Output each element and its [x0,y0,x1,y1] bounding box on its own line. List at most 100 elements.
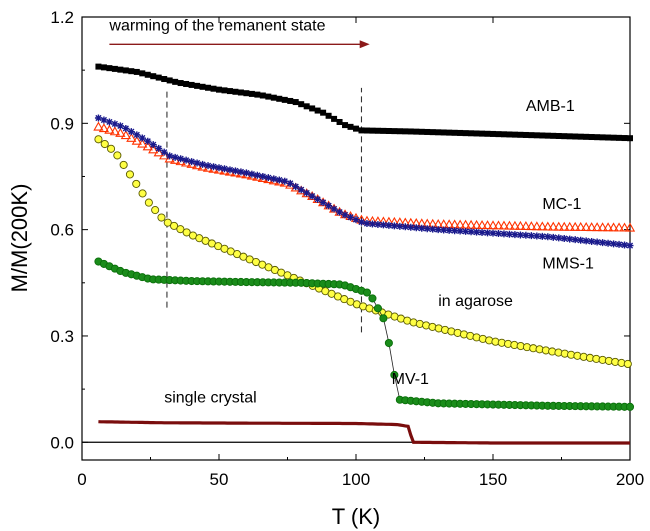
series-single-crystal [98,420,630,445]
data-point [122,124,130,132]
data-point [237,168,245,176]
data-point [473,228,481,236]
data-point [298,101,305,108]
series-label: MV-1 [392,371,429,388]
data-point [610,240,618,248]
data-point [336,208,344,216]
data-point [544,233,552,241]
data-point [511,131,518,138]
data-point [231,167,239,175]
data-point [254,91,261,98]
data-point [457,129,464,136]
series-label: single crystal [164,390,256,407]
data-point [120,130,131,140]
data-point [385,127,392,134]
data-point [292,99,299,106]
data-point [314,107,321,114]
data-point [385,221,393,229]
data-point [127,128,135,136]
data-point [380,127,387,134]
data-point [100,64,107,71]
data-point [495,131,502,138]
axis-ticks: 0 50 100 150 200 0.0 0.3 0.6 0.9 1.2 [50,8,644,489]
data-point [276,95,283,102]
data-point [368,294,377,303]
series-mms-1 [94,114,634,250]
data-point [396,128,403,135]
data-point [122,67,129,74]
annotation-arrow-head [359,40,370,49]
series-label: AMB-1 [526,98,575,115]
data-point [500,230,508,238]
data-point [115,127,126,137]
data-point [205,84,212,91]
data-point [331,115,338,122]
data-point [623,359,632,369]
y-tick-label: 0.3 [50,327,74,346]
data-point [161,76,168,83]
data-point [210,163,218,171]
data-point [265,93,272,100]
data-point [150,73,157,80]
data-point [564,221,575,231]
data-point [571,236,579,244]
data-point [336,118,343,125]
data-point [142,141,153,151]
data-point [498,220,510,230]
data-point [111,120,119,128]
data-point [522,131,529,138]
data-point [588,237,596,245]
data-point [290,182,301,192]
data-point [353,125,359,132]
data-point [188,81,195,88]
data-point [531,221,542,231]
data-point [533,232,541,240]
data-point [560,235,568,242]
x-axis-title: T (K) [332,504,380,529]
data-point [407,128,414,135]
data-point [347,213,355,221]
data-point [330,205,338,213]
data-point [220,165,228,173]
data-point [482,220,493,230]
data-point [106,65,113,72]
data-point [363,127,370,134]
data-point [100,116,108,124]
data-point [341,211,349,219]
data-point [440,129,447,136]
data-point [149,141,157,149]
data-point [373,304,382,313]
data-point [413,128,420,135]
data-point [509,220,521,230]
data-point [581,221,592,232]
data-point [314,195,322,203]
data-point [357,218,365,226]
data-point [188,158,196,166]
series-line [98,420,630,445]
data-point [264,174,272,182]
data-point [440,226,448,234]
data-point [555,132,562,139]
data-point [599,134,606,141]
data-point [253,171,261,179]
data-point [221,87,228,94]
data-point [484,229,492,237]
data-point [232,88,239,95]
data-point [591,222,603,232]
data-point [281,96,288,103]
data-point [597,222,608,232]
data-point [412,224,420,232]
data-point [144,137,152,145]
annotation-text: warming of the remanent state [108,17,325,34]
data-point [199,160,207,168]
data-point [548,221,559,231]
data-point [586,222,597,232]
data-point [119,160,128,169]
data-point [105,118,113,126]
data-point [594,134,601,141]
data-point [602,222,614,232]
data-point [533,132,540,139]
data-point [379,314,388,323]
data-point [287,97,294,104]
data-point [511,231,519,239]
